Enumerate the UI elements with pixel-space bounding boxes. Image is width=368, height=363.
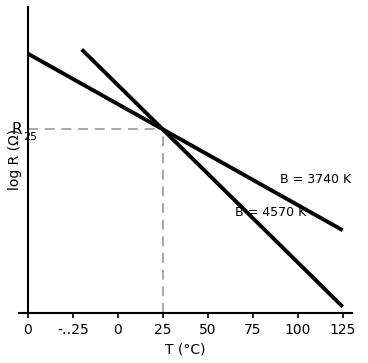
Text: B = 3740 K: B = 3740 K [280,173,351,186]
X-axis label: T (°C): T (°C) [165,342,205,356]
Y-axis label: log R (Ω): log R (Ω) [8,129,22,191]
Text: B = 4570 K: B = 4570 K [235,206,306,219]
Text: 25: 25 [23,132,38,142]
Text: R: R [12,122,22,137]
